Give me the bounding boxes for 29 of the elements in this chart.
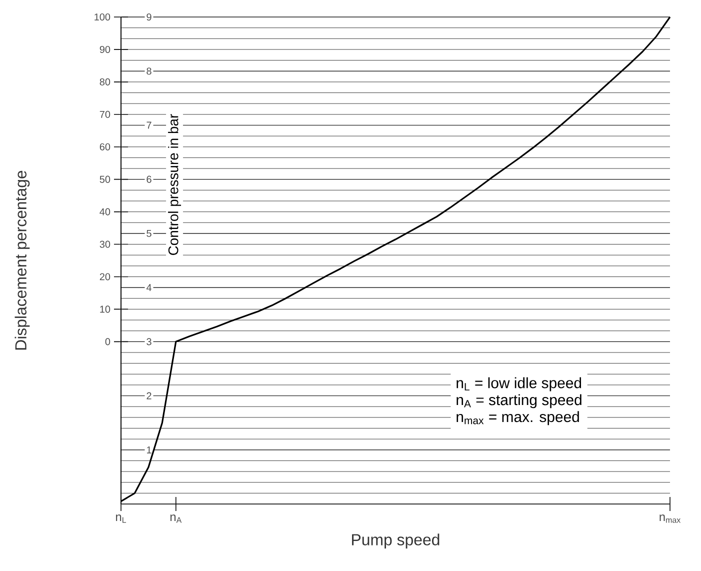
x-tick-label: n$_{max}$ bbox=[660, 514, 681, 523]
annotation: n$_{A}$ = starting speed bbox=[456, 394, 582, 408]
y-tick-label: 0 bbox=[105, 338, 110, 346]
annotation: n$_{max}$ = max. speed bbox=[456, 411, 579, 426]
y-tick-label: 80 bbox=[100, 78, 110, 86]
y2-tick-label: 9 bbox=[146, 13, 152, 21]
y-tick-label: 100 bbox=[94, 13, 110, 21]
y-tick-label: 70 bbox=[100, 110, 110, 118]
y2-tick-label: 7 bbox=[146, 122, 152, 129]
y-axis-title: Displacement percentage bbox=[14, 170, 30, 350]
y-tick-label: 90 bbox=[100, 46, 110, 53]
x-tick-label: n$_{L}$ bbox=[116, 514, 126, 523]
annotation: n$_{L}$ = low idle speed bbox=[456, 377, 582, 392]
y2-tick-label: 6 bbox=[146, 176, 152, 183]
y-tick-label: 60 bbox=[100, 143, 110, 150]
y2-tick-label: 4 bbox=[146, 284, 152, 291]
y2-tick-label: 3 bbox=[146, 338, 152, 346]
y-tick-label: 20 bbox=[100, 273, 110, 280]
y2-tick-label: 8 bbox=[146, 68, 152, 75]
y-tick-label: 30 bbox=[100, 240, 110, 248]
y2-tick-label: 2 bbox=[146, 392, 152, 400]
y2-tick-label: 1 bbox=[146, 446, 152, 454]
y2-axis-title: Control pressure in bar bbox=[168, 114, 182, 255]
x-tick-label: n$_{A}$ bbox=[170, 514, 182, 523]
y-tick-label: 40 bbox=[100, 208, 110, 216]
y2-tick-label: 5 bbox=[146, 230, 152, 237]
y-tick-label: 10 bbox=[100, 306, 110, 313]
x-axis-title: Pump speed bbox=[352, 534, 440, 549]
y-tick-label: 50 bbox=[100, 176, 110, 183]
